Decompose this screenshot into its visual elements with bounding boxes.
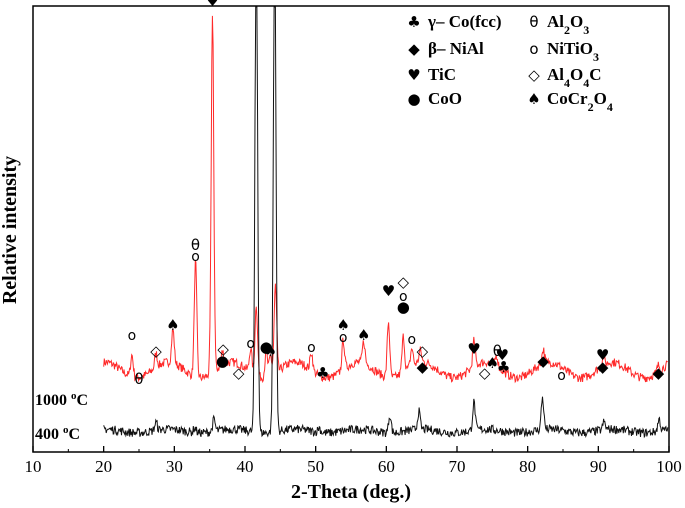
x-tick-label: 90 — [590, 457, 607, 476]
y-axis-label: Relative intensity — [0, 156, 21, 304]
phase-marker: ♥ — [206, 0, 219, 10]
phase-marker: ◇ — [479, 364, 491, 382]
legend-entry: β– NiAl — [428, 39, 484, 58]
phase-marker: o — [246, 336, 255, 352]
series-label-1: 400 oC — [35, 424, 80, 443]
phase-marker: ♠ — [486, 354, 499, 372]
tick-layer: 10 20 30 40 50 60 70 80 90 100 — [25, 446, 682, 476]
x-axis-label: 2-Theta (deg.) — [291, 481, 411, 503]
x-tick-label: 80 — [519, 457, 536, 476]
legend-entry: CoCr2O4 — [547, 89, 613, 114]
series-label-0: 1000 oC — [35, 390, 88, 409]
x-tick-label: 40 — [237, 457, 254, 476]
legend-symbol: ◆ — [408, 40, 420, 58]
series-line-1 — [103, 6, 669, 439]
phase-marker: o — [128, 328, 137, 344]
legend-entry: NiTiO3 — [547, 39, 599, 64]
phase-marker: ◇ — [233, 364, 245, 382]
phase-marker: ♠ — [166, 316, 179, 334]
phase-marker: ● — [216, 352, 229, 370]
marker-layer: oθ◇♠θo♠o♥●◇◇o♥●♠♣o♣♠o♠♥◇o●o◇◆♥◇♠θ♥♣◆o♥◆◆ — [128, 0, 665, 388]
legend-symbol: ● — [407, 90, 420, 108]
phase-marker: o — [408, 332, 417, 348]
legend-symbol: ♠ — [527, 90, 540, 108]
legend-symbol: ◇ — [528, 66, 540, 84]
legend-symbol: ♥ — [407, 66, 420, 84]
x-tick-label: 70 — [449, 457, 466, 476]
phase-marker: ◆ — [653, 364, 665, 382]
phase-marker: o — [307, 340, 316, 356]
phase-marker: ◆ — [417, 358, 429, 376]
phase-marker: ● — [260, 338, 273, 356]
legend-entry: Al2O3 — [547, 12, 589, 37]
legend-entry: Al4O4C — [547, 65, 602, 90]
phase-marker: ◇ — [398, 273, 410, 291]
phase-marker: o — [399, 289, 408, 305]
phase-marker: ♥ — [382, 282, 395, 300]
x-tick-label: 50 — [307, 457, 324, 476]
legend-entry: γ– Co(fcc) — [427, 12, 502, 31]
legend-symbol: θ — [529, 13, 538, 31]
x-tick-label: 30 — [166, 457, 183, 476]
phase-marker: ● — [397, 298, 410, 316]
series-layer — [103, 6, 669, 439]
series-labels: 1000 oC 400 oC — [35, 390, 88, 443]
legend: ♣ γ– Co(fcc) ◆ β– NiAl ♥ TiC ● CoO θ Al2O3 o NiTiO3… — [407, 12, 613, 114]
phase-marker: ♥ — [467, 340, 480, 358]
phase-marker: o — [191, 249, 200, 265]
x-tick-label: 60 — [378, 457, 395, 476]
series-line-0 — [103, 15, 668, 384]
phase-marker: θ — [191, 236, 200, 254]
phase-marker: o — [339, 330, 348, 346]
phase-marker: ♠ — [264, 342, 277, 360]
legend-symbol: ♣ — [407, 13, 420, 31]
phase-marker: ◇ — [217, 340, 229, 358]
phase-marker: ♥ — [596, 346, 609, 364]
phase-marker: ◆ — [537, 352, 549, 370]
phase-marker: o — [557, 368, 566, 384]
phase-marker: ♣ — [497, 358, 510, 376]
phase-marker: ♠ — [357, 326, 370, 344]
legend-entry: TiC — [428, 65, 456, 84]
x-tick-label: 100 — [656, 457, 682, 476]
phase-marker: ♣ — [316, 364, 329, 382]
phase-marker: ◇ — [417, 342, 429, 360]
legend-symbol: o — [529, 40, 538, 58]
phase-marker: ♥ — [495, 346, 508, 364]
phase-marker: ◆ — [597, 358, 609, 376]
x-tick-label: 10 — [25, 457, 42, 476]
phase-marker: θ — [493, 342, 502, 360]
x-tick-label: 20 — [95, 457, 112, 476]
phase-marker: θ — [134, 370, 143, 388]
phase-marker: ◇ — [150, 342, 162, 360]
legend-entry: CoO — [428, 89, 462, 108]
phase-marker: ♠ — [336, 316, 349, 334]
